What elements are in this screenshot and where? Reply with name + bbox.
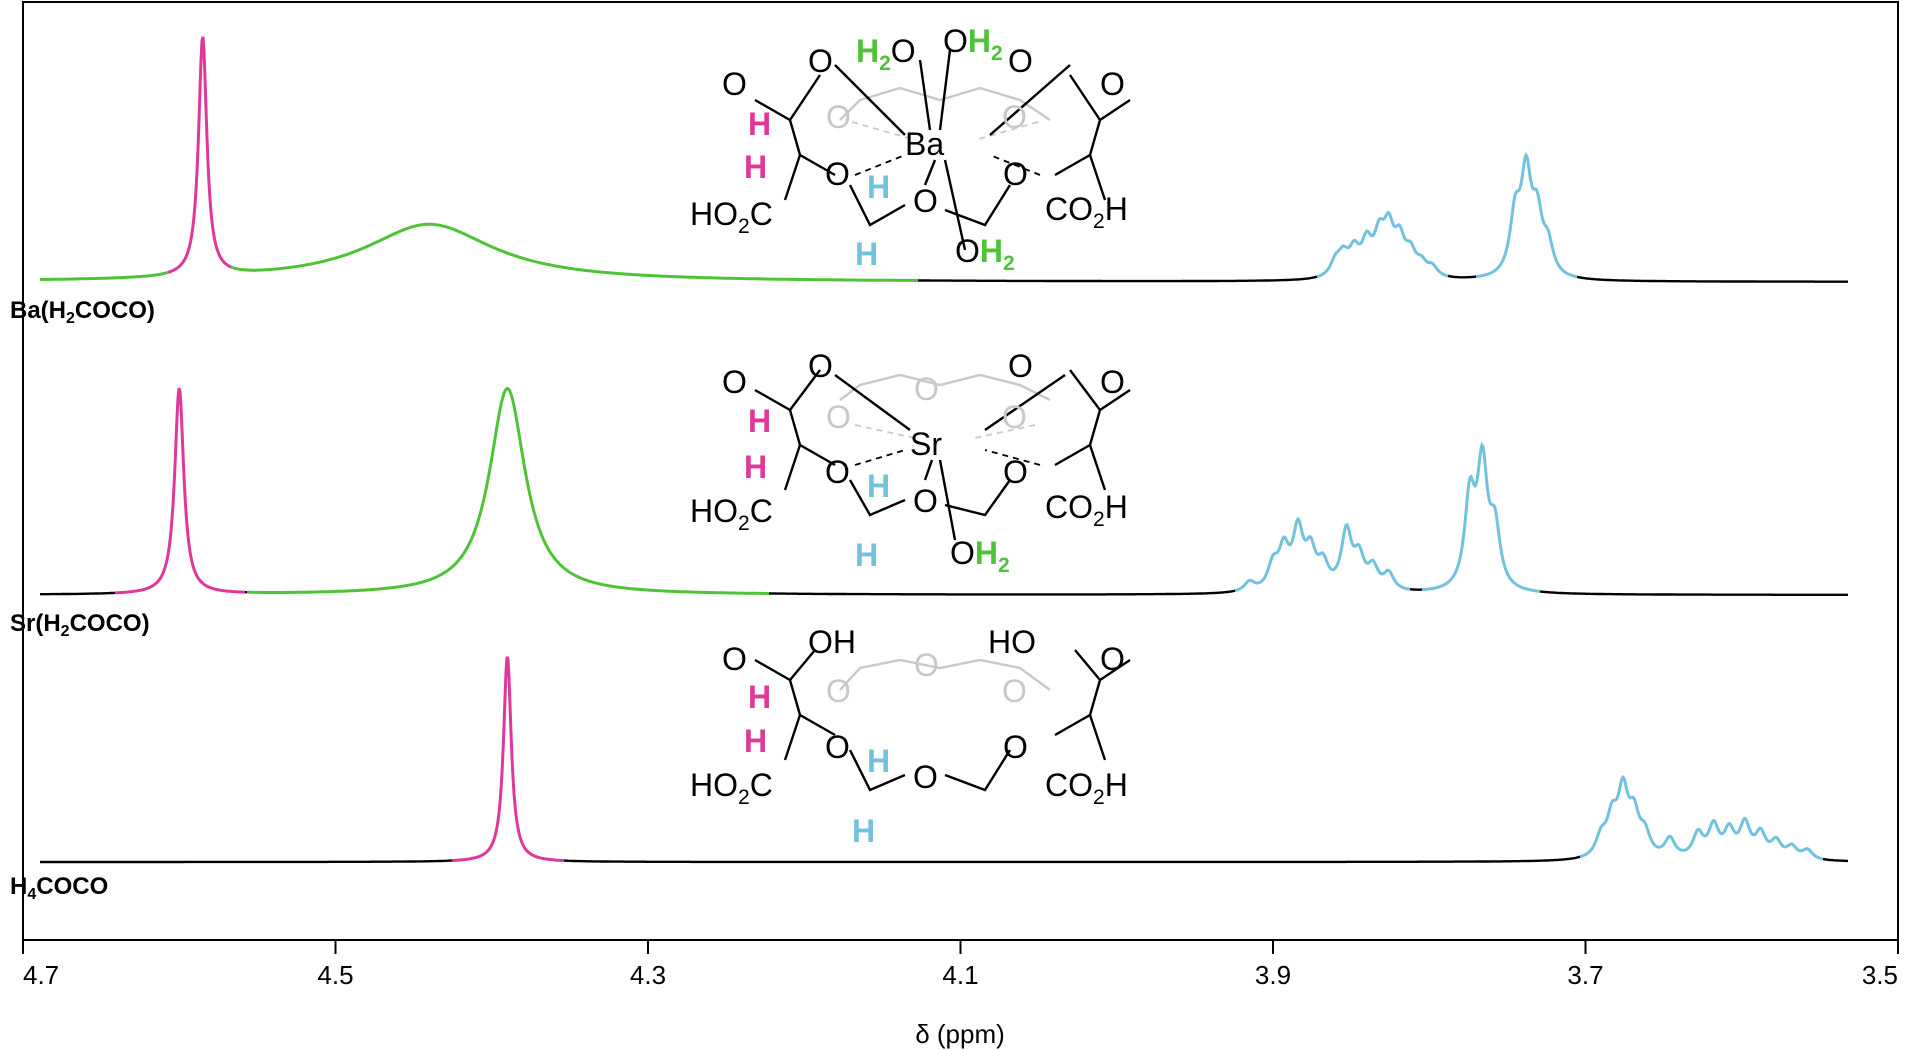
- trace-0-segment-methine_H: [167, 36, 232, 274]
- trace-1-segment-baseline: [40, 591, 115, 596]
- x-axis-title: δ (ppm): [915, 1019, 1005, 1049]
- svg-text:O: O: [1100, 641, 1125, 677]
- svg-text:OH2: OH2: [955, 233, 1015, 275]
- svg-text:O: O: [825, 454, 850, 490]
- svg-text:O: O: [826, 399, 851, 435]
- trace-1-segment-ether_CH2: [1422, 441, 1541, 593]
- trace-2-segment-ether_CH2: [1579, 774, 1824, 861]
- svg-text:O: O: [914, 371, 939, 407]
- svg-text:H: H: [852, 813, 875, 849]
- trace-1-segment-water_H2O: [247, 387, 769, 595]
- svg-text:O: O: [722, 641, 747, 677]
- svg-text:HO2C: HO2C: [690, 196, 773, 238]
- svg-text:H: H: [855, 236, 878, 272]
- svg-text:H: H: [748, 679, 771, 715]
- trace-0-segment-water_H2O: [230, 222, 918, 282]
- trace-0-segment-ether_CH2: [1316, 210, 1449, 279]
- trace-2-segment-methine_H: [452, 656, 565, 863]
- svg-text:H: H: [867, 468, 890, 504]
- trace-label-sr: Sr(H2COCO): [10, 610, 150, 640]
- svg-text:O: O: [825, 156, 850, 192]
- x-tick-label-6: 3.5: [1862, 960, 1898, 990]
- structure-h4coco: O OH O O O HO O H H O O H O HO2C CO2H H: [690, 624, 1131, 849]
- svg-text:H: H: [748, 106, 771, 142]
- svg-text:O: O: [1002, 99, 1027, 135]
- trace-1-segment-baseline: [769, 589, 1236, 596]
- svg-text:H2O: H2O: [856, 33, 916, 75]
- svg-text:CO2H: CO2H: [1045, 767, 1128, 809]
- svg-text:OH2: OH2: [943, 23, 1003, 65]
- x-tick-label-5: 3.7: [1567, 960, 1603, 990]
- svg-text:O: O: [913, 483, 938, 519]
- trace-2-segment-baseline: [564, 855, 1581, 864]
- svg-text:H: H: [867, 743, 890, 779]
- trace-1-segment-baseline: [1409, 588, 1422, 591]
- svg-text:O: O: [913, 759, 938, 795]
- svg-text:O: O: [1002, 673, 1027, 709]
- trace-0-segment-baseline: [918, 275, 1318, 283]
- trace-label-h4coco: H4COCO: [10, 873, 108, 903]
- svg-text:O: O: [826, 99, 851, 135]
- x-tick-label-2: 4.3: [630, 960, 666, 990]
- svg-text:O: O: [722, 364, 747, 400]
- svg-text:O: O: [808, 43, 833, 79]
- svg-text:OH: OH: [808, 624, 856, 660]
- svg-text:O: O: [1008, 348, 1033, 384]
- x-tick-label-3: 4.1: [942, 960, 978, 990]
- svg-text:O: O: [1002, 399, 1027, 435]
- svg-text:CO2H: CO2H: [1045, 191, 1128, 233]
- svg-text:O: O: [1003, 156, 1028, 192]
- svg-text:O: O: [914, 647, 939, 683]
- trace-2-segment-baseline: [1822, 857, 1848, 863]
- svg-text:O: O: [1100, 364, 1125, 400]
- trace-1-segment-methine_H: [114, 387, 245, 595]
- svg-text:H: H: [867, 169, 890, 205]
- svg-text:H: H: [855, 537, 878, 573]
- structure-ba-complex: O O H2O OH2 O O O O Ba H H O O H O HO2C …: [690, 23, 1131, 275]
- structure-sr-complex: O O O O O O O Sr H H O O H O HO2C CO2H H…: [690, 348, 1131, 577]
- spectra-traces: [40, 36, 1848, 864]
- svg-text:O: O: [1003, 454, 1028, 490]
- x-tick-label-4: 3.9: [1255, 960, 1291, 990]
- svg-text:O: O: [913, 183, 938, 219]
- x-tick-label-0: 4.7: [23, 960, 59, 990]
- svg-text:O: O: [825, 729, 850, 765]
- trace-0-segment-water_H2O: [40, 270, 169, 281]
- trace-0-segment-baseline: [1576, 275, 1848, 283]
- trace-1-segment-baseline: [1539, 590, 1848, 596]
- svg-text:OH2: OH2: [950, 535, 1010, 577]
- svg-text:O: O: [1100, 66, 1125, 102]
- svg-text:O: O: [722, 66, 747, 102]
- svg-text:O: O: [826, 673, 851, 709]
- trace-1-segment-ether_CH2: [1234, 516, 1411, 593]
- x-tick-label-1: 4.5: [317, 960, 353, 990]
- svg-text:H: H: [744, 723, 767, 759]
- svg-text:H: H: [744, 449, 767, 485]
- trace-0-segment-baseline: [1447, 274, 1477, 279]
- svg-text:O: O: [1008, 43, 1033, 79]
- svg-text:HO2C: HO2C: [690, 767, 773, 809]
- svg-text:H: H: [744, 149, 767, 185]
- trace-2-segment-baseline: [40, 859, 453, 864]
- trace-label-ba: Ba(H2COCO): [10, 297, 155, 327]
- svg-text:Sr: Sr: [910, 426, 942, 462]
- svg-text:O: O: [808, 348, 833, 384]
- trace-0-segment-ether_CH2: [1475, 152, 1578, 279]
- svg-text:CO2H: CO2H: [1045, 489, 1128, 531]
- svg-text:HO: HO: [988, 624, 1036, 660]
- svg-text:Ba: Ba: [905, 126, 944, 162]
- svg-text:H: H: [748, 403, 771, 439]
- svg-text:O: O: [1003, 729, 1028, 765]
- x-axis: 4.7 4.5 4.3 4.1 3.9 3.7 3.5: [22, 939, 1899, 990]
- svg-text:HO2C: HO2C: [690, 493, 773, 535]
